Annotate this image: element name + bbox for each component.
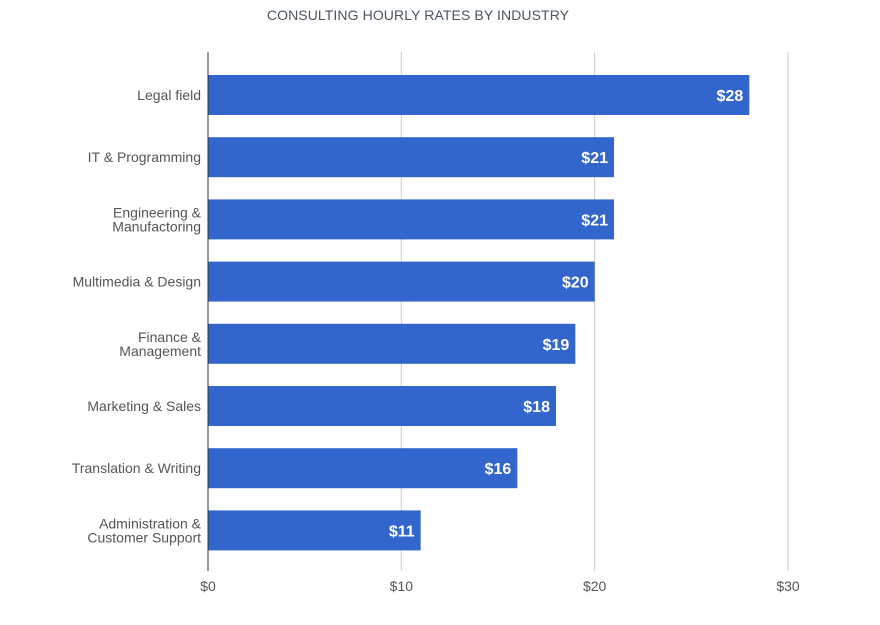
category-label-line: Legal field: [137, 87, 201, 103]
data-label-1: $21: [581, 150, 608, 167]
category-label-line: Customer Support: [87, 529, 201, 545]
category-labels: Legal field IT & Programming Engineering &…: [72, 87, 202, 545]
category-label-line: Administration &: [99, 515, 202, 531]
category-label-0: Legal field: [137, 87, 201, 103]
category-label-2: Engineering & Manufactoring: [112, 204, 201, 234]
data-labels: $28 $21 $21 $20 $19 $18 $16 $11: [389, 88, 744, 540]
bars: [208, 75, 750, 551]
x-tick-labels: $0 $10 $20 $30: [200, 578, 800, 594]
grid-lines: [400, 52, 789, 571]
category-label-line: Manufactoring: [112, 218, 201, 234]
category-label-6: Translation & Writing: [72, 460, 201, 476]
data-label-6: $16: [485, 461, 512, 478]
x-tick-label-3: $30: [776, 578, 800, 594]
category-label-5: Marketing & Sales: [87, 398, 201, 414]
data-label-4: $19: [543, 337, 570, 354]
category-label-line: IT & Programming: [88, 149, 201, 165]
category-label-line: Marketing & Sales: [87, 398, 201, 414]
bar-2: [208, 199, 614, 240]
data-label-3: $20: [562, 275, 589, 292]
data-label-2: $21: [581, 212, 608, 229]
bar-5: [208, 386, 556, 426]
bar-6: [208, 448, 518, 489]
bar-3: [208, 261, 595, 302]
category-label-7: Administration & Customer Support: [87, 515, 201, 545]
data-label-5: $18: [523, 399, 550, 416]
category-label-line: Multimedia & Design: [73, 274, 201, 290]
bar-7: [208, 510, 421, 551]
bar-0: [208, 75, 750, 115]
category-label-line: Finance &: [138, 329, 202, 345]
category-label-4: Finance & Management: [119, 329, 201, 359]
bar-4: [208, 323, 576, 364]
category-label-line: Translation & Writing: [72, 460, 201, 476]
chart-title: CONSULTING HOURLY RATES BY INDUSTRY: [266, 7, 570, 23]
category-label-line: Management: [119, 343, 201, 359]
bar-1: [208, 137, 614, 178]
x-tick-label-0: $0: [200, 578, 216, 594]
data-label-7: $11: [389, 523, 415, 540]
category-label-line: Engineering &: [113, 204, 202, 220]
x-tick-label-1: $10: [390, 578, 414, 594]
category-label-1: IT & Programming: [88, 149, 201, 165]
category-label-3: Multimedia & Design: [73, 274, 201, 290]
data-label-0: $28: [717, 88, 744, 105]
x-tick-label-2: $20: [583, 578, 607, 594]
